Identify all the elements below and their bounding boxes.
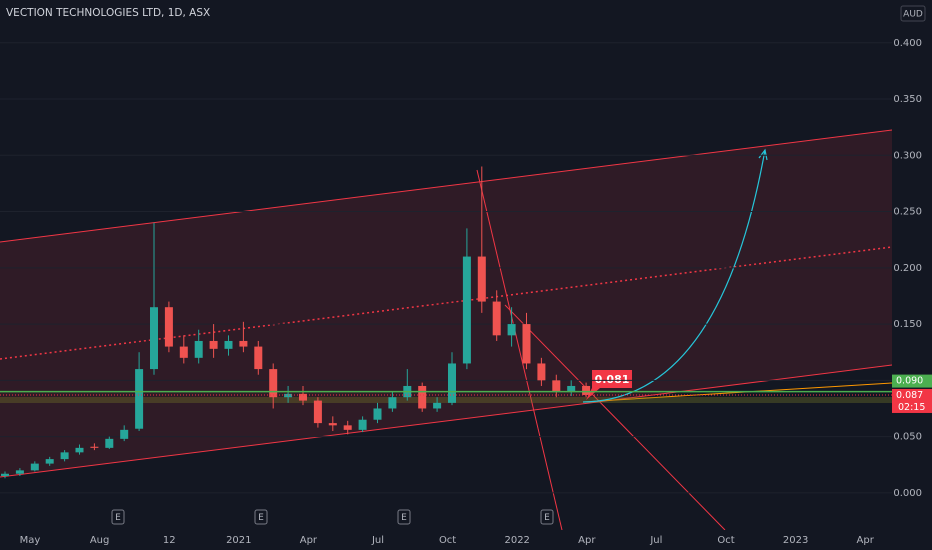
price-badge-label: 0.087 [896, 390, 923, 401]
currency: AUD [903, 10, 923, 20]
x-tick-label: Oct [717, 535, 734, 546]
x-tick-label: 12 [163, 535, 176, 546]
candle-body [15, 470, 24, 474]
channel-fill [0, 130, 892, 477]
currency-badge [900, 5, 926, 22]
candle-body [462, 256, 471, 364]
y-tick-label: 0.200 [893, 263, 922, 274]
chart-title: VECTION TECHNOLOGIES LTD, 1D, ASX [6, 7, 210, 19]
candle-body [582, 385, 591, 395]
y-tick-label: 0.300 [893, 150, 922, 161]
y-tick-label: 0.050 [893, 432, 922, 443]
candle-body [418, 385, 427, 409]
channel-lower [0, 364, 893, 478]
x-tick-label: Aug [90, 535, 110, 546]
candle-body [1, 473, 9, 476]
x-tick-label: 2021 [226, 535, 251, 546]
candle-body [30, 463, 39, 471]
earnings-marker [397, 509, 411, 525]
candle-body [537, 363, 546, 381]
candle-body [209, 340, 218, 349]
x-tick-label: Jul [649, 535, 662, 546]
candle-body [164, 307, 173, 347]
countdown-badge [892, 400, 932, 413]
price-badge [892, 388, 932, 402]
candle-body [373, 408, 382, 420]
candle-body [328, 423, 337, 426]
y-tick-label: 0.250 [893, 207, 922, 218]
candle-body [388, 397, 397, 409]
candle-body [358, 419, 367, 430]
earnings-marker [254, 509, 268, 525]
candle-body [179, 346, 188, 358]
candle-body [343, 425, 352, 430]
candle-body [224, 340, 233, 349]
candle-body [60, 452, 69, 460]
candle-body [269, 369, 278, 398]
candle-body [120, 429, 129, 439]
y-tick-label: 0.000 [893, 488, 922, 499]
candle-body [299, 393, 307, 401]
earnings-label: E [258, 513, 264, 523]
annotation-box [586, 370, 632, 400]
candle-body [75, 447, 84, 453]
earnings-marker [540, 509, 554, 525]
x-tick-label: Apr [578, 535, 596, 546]
x-tick-label: Apr [857, 535, 875, 546]
y-tick-label: 0.400 [893, 38, 922, 49]
earnings-marker [111, 509, 125, 525]
x-tick-label: 2022 [504, 535, 529, 546]
candle-body [254, 346, 263, 370]
zone [0, 397, 892, 403]
candle-body [105, 438, 114, 448]
x-tick-label: May [20, 535, 41, 546]
candle-body [194, 340, 203, 358]
annotation: 0.081 [595, 373, 630, 386]
projection-arrow [582, 149, 766, 403]
earnings-label: E [544, 513, 550, 523]
candle-body [507, 324, 516, 336]
y-tick-label: 0.150 [893, 319, 922, 330]
price-badge-label: 0.090 [896, 376, 923, 387]
candle-body [150, 307, 158, 370]
candle-body [135, 369, 144, 429]
candle-body [477, 256, 486, 302]
price-badge [892, 374, 932, 388]
candle-body [45, 459, 54, 464]
support-line [582, 382, 893, 403]
candle-body [239, 340, 248, 347]
channel-upper [0, 129, 893, 243]
x-tick-label: Oct [439, 535, 456, 546]
candle-body [284, 393, 293, 398]
candle-body [313, 400, 322, 424]
candle-body [492, 301, 501, 336]
x-tick-label: 2023 [783, 535, 808, 546]
trend-line [476, 169, 563, 531]
x-tick-label: Jul [371, 535, 384, 546]
candle-body [552, 380, 561, 392]
time-axis [0, 530, 892, 550]
candle-body [90, 446, 99, 448]
candle-body [433, 402, 442, 409]
candle-body [567, 385, 576, 392]
candle-body [448, 363, 456, 403]
countdown: 02:15 [898, 402, 925, 413]
earnings-label: E [401, 513, 407, 523]
price-axis [892, 0, 932, 550]
x-tick-label: Apr [300, 535, 318, 546]
y-tick-label: 0.350 [893, 94, 922, 105]
candle-body [522, 324, 531, 364]
earnings-label: E [115, 513, 121, 523]
